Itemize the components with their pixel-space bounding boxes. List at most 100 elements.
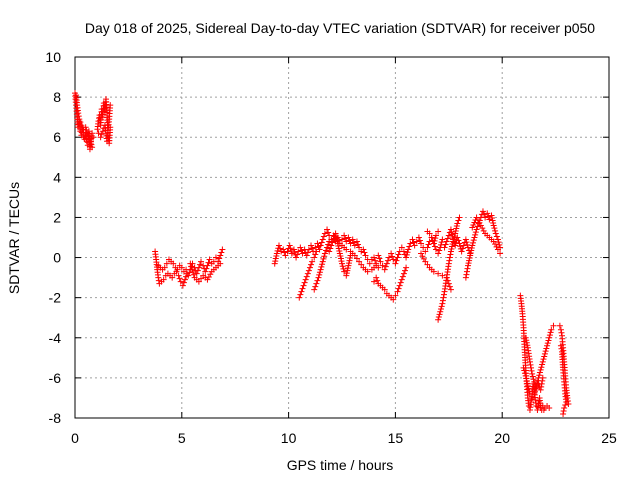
- data-point: [446, 257, 453, 264]
- data-point: [494, 246, 501, 253]
- data-point: [376, 255, 383, 262]
- data-point: [340, 265, 347, 272]
- data-point: [392, 292, 399, 299]
- data-point: [403, 254, 410, 261]
- x-tick-label: 10: [281, 430, 297, 446]
- data-point: [388, 250, 395, 257]
- data-point: [350, 239, 357, 246]
- data-point: [482, 214, 489, 221]
- data-point: [539, 374, 546, 381]
- data-point: [532, 396, 539, 403]
- data-point: [416, 237, 423, 244]
- data-point: [435, 316, 442, 323]
- data-point: [309, 245, 316, 252]
- data-point: [316, 246, 323, 253]
- data-point: [324, 244, 331, 251]
- data-point: [174, 266, 181, 273]
- data-point: [442, 241, 449, 248]
- data-point: [189, 268, 196, 275]
- data-point: [287, 245, 294, 252]
- data-point: [398, 244, 405, 251]
- data-point: [470, 237, 477, 244]
- data-point: [467, 252, 474, 259]
- data-point: [353, 255, 360, 262]
- data-point: [463, 271, 470, 278]
- data-point: [469, 242, 476, 249]
- data-point: [474, 217, 481, 224]
- data-point: [440, 294, 447, 301]
- data-point: [547, 329, 554, 336]
- data-point: [271, 260, 278, 267]
- data-point: [397, 279, 404, 286]
- data-point: [304, 249, 311, 256]
- data-point: [396, 282, 403, 289]
- data-point: [175, 272, 182, 279]
- data-point: [296, 294, 303, 301]
- data-point: [297, 291, 304, 298]
- data-point: [523, 377, 530, 384]
- data-point: [528, 367, 535, 374]
- data-point: [479, 225, 486, 232]
- data-point: [415, 234, 422, 241]
- data-point: [272, 255, 279, 262]
- data-point: [526, 388, 533, 395]
- data-point: [560, 407, 567, 414]
- data-point: [452, 242, 459, 249]
- data-point: [526, 358, 533, 365]
- data-point: [395, 285, 402, 292]
- data-point: [333, 235, 340, 242]
- data-point: [169, 274, 176, 281]
- data-point: [454, 234, 461, 241]
- data-point: [533, 384, 540, 391]
- data-point: [406, 243, 413, 250]
- data-point: [281, 249, 288, 256]
- data-point: [472, 229, 479, 236]
- data-point: [319, 258, 326, 265]
- data-point: [194, 267, 201, 274]
- data-point: [444, 235, 451, 242]
- data-point: [342, 235, 349, 242]
- data-point: [330, 236, 337, 243]
- data-point: [286, 242, 293, 249]
- data-point: [321, 250, 328, 257]
- data-point: [277, 245, 284, 252]
- data-point: [453, 225, 460, 232]
- data-point: [186, 269, 193, 276]
- data-point: [426, 238, 433, 245]
- data-point: [155, 274, 162, 281]
- data-point: [563, 398, 570, 405]
- y-tick-label: 0: [53, 250, 61, 266]
- data-point: [313, 248, 320, 255]
- data-point: [329, 239, 336, 246]
- data-point: [402, 267, 409, 274]
- data-point: [356, 258, 363, 265]
- data-point: [525, 385, 532, 392]
- data-point: [449, 233, 456, 240]
- data-point: [338, 258, 345, 265]
- data-point: [355, 241, 362, 248]
- data-point: [302, 276, 309, 283]
- data-point: [275, 242, 282, 249]
- y-tick-label: 10: [45, 49, 61, 65]
- data-point: [426, 230, 433, 237]
- data-point: [373, 274, 380, 281]
- data-point: [312, 283, 319, 290]
- data-point: [439, 236, 446, 243]
- data-point: [288, 250, 295, 257]
- data-point: [374, 277, 381, 284]
- data-point: [304, 270, 311, 277]
- data-point: [425, 241, 432, 248]
- data-point: [465, 260, 472, 267]
- data-point: [204, 276, 211, 283]
- data-point: [182, 276, 189, 283]
- data-point: [474, 223, 481, 230]
- data-point: [336, 248, 343, 255]
- data-point: [532, 381, 539, 388]
- data-point: [524, 380, 531, 387]
- data-point: [395, 251, 402, 258]
- data-point: [473, 214, 480, 221]
- data-point: [89, 130, 96, 137]
- data-point: [443, 238, 450, 245]
- data-point: [539, 361, 546, 368]
- data-point: [212, 254, 219, 261]
